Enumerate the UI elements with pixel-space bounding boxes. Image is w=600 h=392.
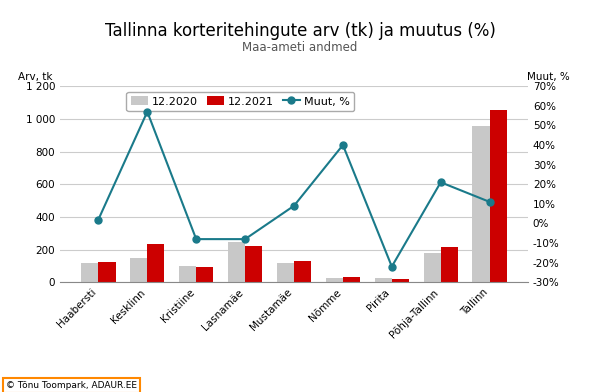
Bar (98, 262, 116, 282)
Bar (196, 267, 214, 282)
Bar (228, 242, 245, 282)
Text: Muut, %: Muut, % (527, 72, 570, 82)
Bar (326, 278, 343, 282)
Bar (294, 261, 311, 282)
Muut, % (241, 237, 248, 241)
Text: Maa-ameti andmed: Maa-ameti andmed (242, 41, 358, 54)
Text: © Tõnu Toompark, ADAUR.EE: © Tõnu Toompark, ADAUR.EE (6, 381, 137, 390)
Muut, % (486, 200, 493, 204)
Bar (277, 263, 294, 282)
Bar (179, 266, 196, 282)
Bar (130, 258, 147, 282)
Bar (392, 279, 409, 282)
Muut, % (437, 180, 445, 185)
Bar (245, 246, 262, 282)
Bar (424, 253, 441, 282)
Bar (441, 247, 458, 282)
Bar (147, 244, 164, 282)
Text: Arv, tk: Arv, tk (18, 72, 52, 82)
Muut, % (95, 217, 102, 222)
Bar (374, 278, 392, 282)
Bar (343, 276, 360, 282)
Muut, % (388, 264, 395, 269)
Bar (81, 263, 98, 282)
Bar (490, 110, 507, 282)
Text: Tallinna korteritehingute arv (tk) ja muutus (%): Tallinna korteritehingute arv (tk) ja mu… (104, 22, 496, 40)
Muut, % (340, 143, 347, 147)
Line: Muut, %: Muut, % (95, 108, 493, 270)
Muut, % (143, 109, 151, 114)
Bar (472, 126, 490, 282)
Muut, % (193, 237, 200, 241)
Muut, % (290, 203, 298, 208)
Legend: 12.2020, 12.2021, Muut, %: 12.2020, 12.2021, Muut, % (127, 92, 354, 111)
